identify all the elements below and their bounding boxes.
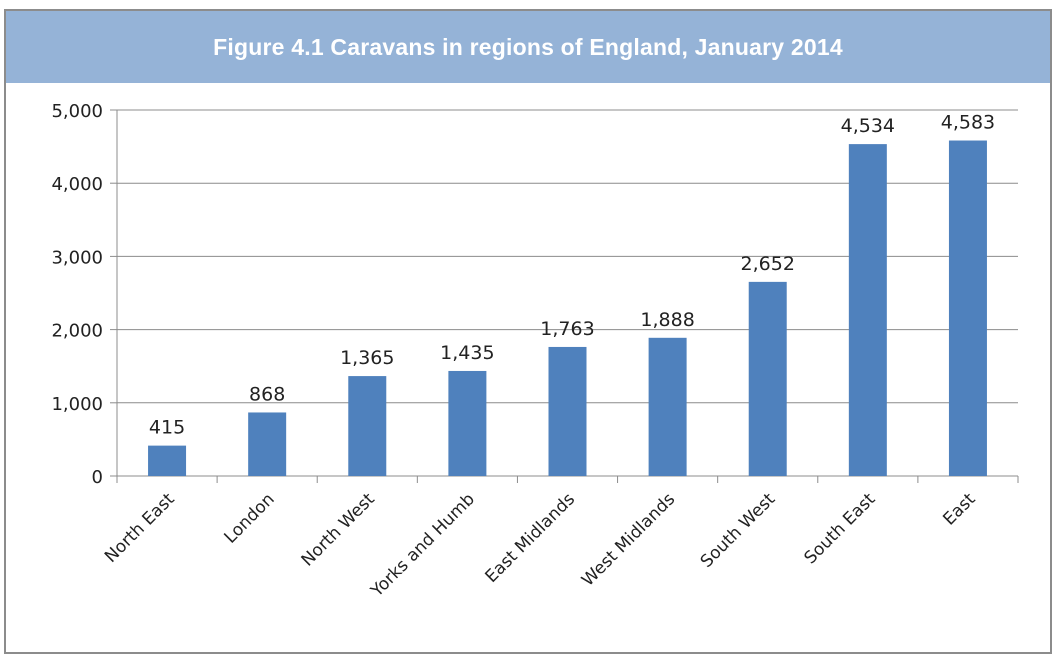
category-label: West Midlands (578, 489, 679, 590)
category-label: East (939, 489, 979, 529)
data-label: 1,763 (540, 318, 594, 340)
bar (548, 346, 587, 476)
data-label: 4,534 (841, 115, 895, 137)
data-label: 415 (149, 417, 185, 439)
bar (848, 144, 887, 476)
category-label: London (220, 489, 278, 547)
data-label: 868 (249, 383, 285, 405)
category-label: South West (697, 489, 780, 572)
category-label: Yorks and Humb (367, 489, 479, 601)
y-tick-label: 3,000 (51, 247, 103, 268)
data-label: 4,583 (941, 112, 995, 134)
chart-title-bar: Figure 4.1 Caravans in regions of Englan… (6, 11, 1050, 83)
bar (948, 140, 987, 476)
data-label: 1,435 (440, 342, 494, 364)
bar (448, 370, 487, 476)
category-label: East Midlands (482, 489, 580, 587)
category-label: North West (298, 489, 379, 570)
y-tick-label: 1,000 (51, 394, 103, 415)
chart-title: Figure 4.1 Caravans in regions of Englan… (213, 33, 843, 60)
bar (748, 281, 787, 476)
bar (348, 376, 387, 476)
y-tick-label: 2,000 (51, 321, 103, 342)
y-tick-label: 5,000 (51, 101, 103, 122)
data-label: 2,652 (741, 253, 795, 275)
data-label: 1,365 (340, 347, 394, 369)
y-tick-label: 0 (92, 467, 103, 488)
category-label: North East (101, 489, 179, 567)
category-label: South East (801, 489, 880, 568)
bar (248, 412, 287, 476)
data-label: 1,888 (640, 309, 694, 331)
bar (148, 445, 187, 476)
y-tick-label: 4,000 (51, 174, 103, 195)
bar (648, 337, 687, 476)
